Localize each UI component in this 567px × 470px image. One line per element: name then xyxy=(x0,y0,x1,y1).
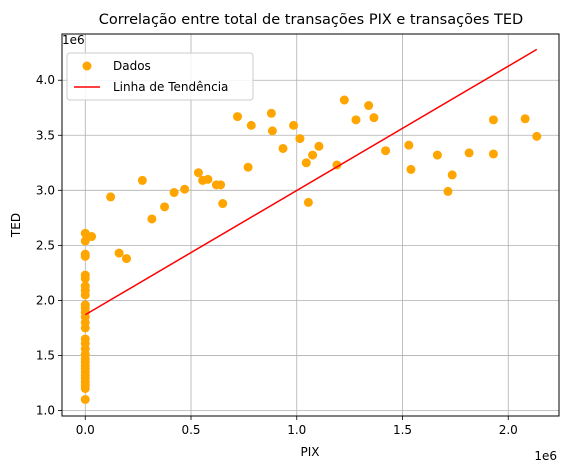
plot-frame xyxy=(61,33,560,417)
data-point xyxy=(432,150,442,160)
x-tick-label: 1.5 xyxy=(393,423,412,437)
data-point xyxy=(314,141,324,151)
plot-data xyxy=(80,48,542,404)
data-point xyxy=(289,120,299,130)
data-point xyxy=(278,143,288,153)
data-point xyxy=(169,188,179,198)
ticks: 0.0 0.5 1.0 1.5 2.0 1.0 1.5 2.0 2.5 3.0 3.5 4.0 xyxy=(36,73,518,437)
data-point xyxy=(406,164,416,174)
trend-line xyxy=(84,48,538,316)
data-point xyxy=(267,126,277,136)
data-point xyxy=(520,114,530,124)
data-point xyxy=(80,270,90,280)
data-point xyxy=(464,148,474,158)
data-point xyxy=(532,131,542,141)
x-axis-label: PIX xyxy=(301,445,320,459)
legend-box xyxy=(66,52,254,101)
data-point xyxy=(233,112,243,122)
data-point xyxy=(447,170,457,180)
y-tick-label: 3.0 xyxy=(36,183,55,197)
data-point xyxy=(80,334,90,344)
data-point xyxy=(443,186,453,196)
data-point xyxy=(246,120,256,130)
data-point xyxy=(339,95,349,105)
data-point xyxy=(203,174,213,184)
x-tick-label: 0.5 xyxy=(181,423,200,437)
legend: Dados Linha de Tendência xyxy=(66,52,254,101)
data-point xyxy=(218,199,228,209)
data-point xyxy=(160,202,170,212)
legend-marker-dados xyxy=(82,61,92,71)
data-point xyxy=(308,150,318,160)
x-offset-label: 1e6 xyxy=(534,449,557,463)
data-point xyxy=(295,134,305,144)
data-point xyxy=(80,281,90,291)
y-tick-label: 1.0 xyxy=(36,403,55,417)
y-tick-label: 4.0 xyxy=(36,73,55,87)
data-point xyxy=(351,115,361,125)
data-point xyxy=(147,214,157,224)
data-point xyxy=(114,248,124,258)
data-point xyxy=(488,149,498,159)
y-tick-label: 2.5 xyxy=(36,238,55,252)
y-tick-label: 1.5 xyxy=(36,348,55,362)
x-tick-label: 2.0 xyxy=(499,423,518,437)
data-point xyxy=(364,101,374,111)
data-point xyxy=(303,197,313,207)
data-point xyxy=(180,184,190,194)
legend-label-trend: Linha de Tendência xyxy=(113,80,228,94)
legend-label-dados: Dados xyxy=(113,59,151,73)
data-point xyxy=(122,254,132,264)
data-point xyxy=(488,115,498,125)
data-point xyxy=(80,300,90,310)
y-offset-label: 1e6 xyxy=(62,33,85,47)
x-tick-label: 1.0 xyxy=(287,423,306,437)
data-point xyxy=(369,113,379,123)
data-point xyxy=(332,160,342,170)
y-tick-label: 3.5 xyxy=(36,128,55,142)
y-axis-label: TED xyxy=(9,213,23,238)
data-point xyxy=(87,232,97,242)
data-point xyxy=(266,108,276,118)
chart-title: Correlação entre total de transações PIX… xyxy=(99,12,523,28)
data-point xyxy=(381,146,391,156)
data-point xyxy=(80,394,90,404)
y-tick-label: 2.0 xyxy=(36,293,55,307)
data-point xyxy=(80,236,90,246)
data-point xyxy=(193,168,203,178)
data-point xyxy=(137,175,147,185)
data-point xyxy=(80,249,90,259)
data-point xyxy=(404,140,414,150)
data-point xyxy=(243,162,253,172)
data-point xyxy=(106,192,116,202)
data-point xyxy=(216,180,226,190)
data-point xyxy=(301,158,311,168)
x-tick-label: 0.0 xyxy=(76,423,95,437)
